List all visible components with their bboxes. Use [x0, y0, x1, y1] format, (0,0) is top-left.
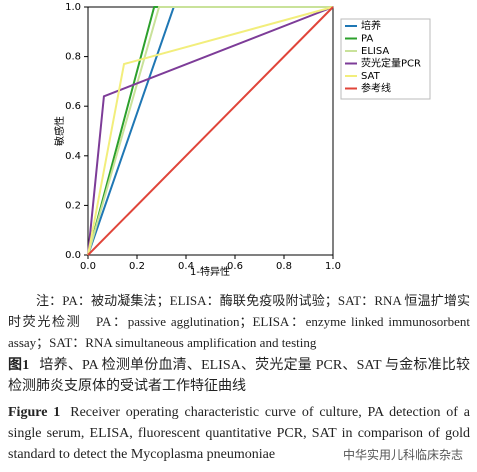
- chart: 1-特异性 敏感性 0.0 0.2 0.4 0.6 0.8 1.0 0.0 0.2 0.4 0.6…: [53, 2, 431, 278]
- caption-cn: 图1 培养、PA 检测单份血清、ELISA、荧光定量 PCR、SAT 与金标准比较…: [8, 355, 470, 397]
- legend-label: 荧光定量PCR: [361, 57, 421, 70]
- caption-cn-label: 图1: [8, 358, 30, 373]
- caption-en: Figure 1 Receiver operating characteristi…: [8, 402, 470, 465]
- legend-label: ELISA: [361, 46, 389, 57]
- y-tick-label: 0.8: [65, 52, 81, 63]
- x-tick-label: 0.2: [129, 261, 145, 272]
- roc-line: [87, 6, 334, 256]
- caption-cn-text: 培养、PA 检测单份血清、ELISA、荧光定量 PCR、SAT 与金标准比较检测…: [8, 358, 471, 394]
- roc-line: [87, 6, 334, 256]
- x-tick-label: 0.8: [276, 261, 292, 272]
- y-tick-label: 0.4: [65, 151, 81, 162]
- x-tick-label: 0.6: [227, 261, 243, 272]
- x-tick-label: 1.0: [325, 261, 341, 272]
- legend-label: PA: [361, 34, 373, 45]
- y-tick-label: 0.6: [65, 101, 81, 112]
- legend-label: SAT: [361, 71, 381, 82]
- legend-label: 参考线: [361, 82, 391, 95]
- note: 注：PA：被动凝集法；ELISA：酶联免疫吸附试验；SAT：RNA 恒温扩增实时…: [8, 293, 470, 350]
- y-tick-label: 0.0: [65, 250, 81, 261]
- y-tick-label: 0.2: [65, 200, 81, 211]
- caption-en-text: Receiver operating characteristic curve …: [8, 405, 471, 462]
- watermark: 中华实用儿科临床杂志: [338, 444, 467, 465]
- legend-box: [340, 18, 431, 100]
- roc-line: [87, 6, 334, 256]
- x-axis-label: 1-特异性: [190, 265, 230, 278]
- x-tick-label: 0.0: [80, 261, 96, 272]
- y-tick-label: 1.0: [65, 2, 81, 13]
- y-axis-label: 敏感性: [53, 116, 66, 146]
- caption-en-label: Figure 1: [8, 405, 61, 420]
- x-tick-label: 0.4: [178, 261, 194, 272]
- legend-label: 培养: [361, 19, 381, 32]
- roc-line: [87, 6, 333, 256]
